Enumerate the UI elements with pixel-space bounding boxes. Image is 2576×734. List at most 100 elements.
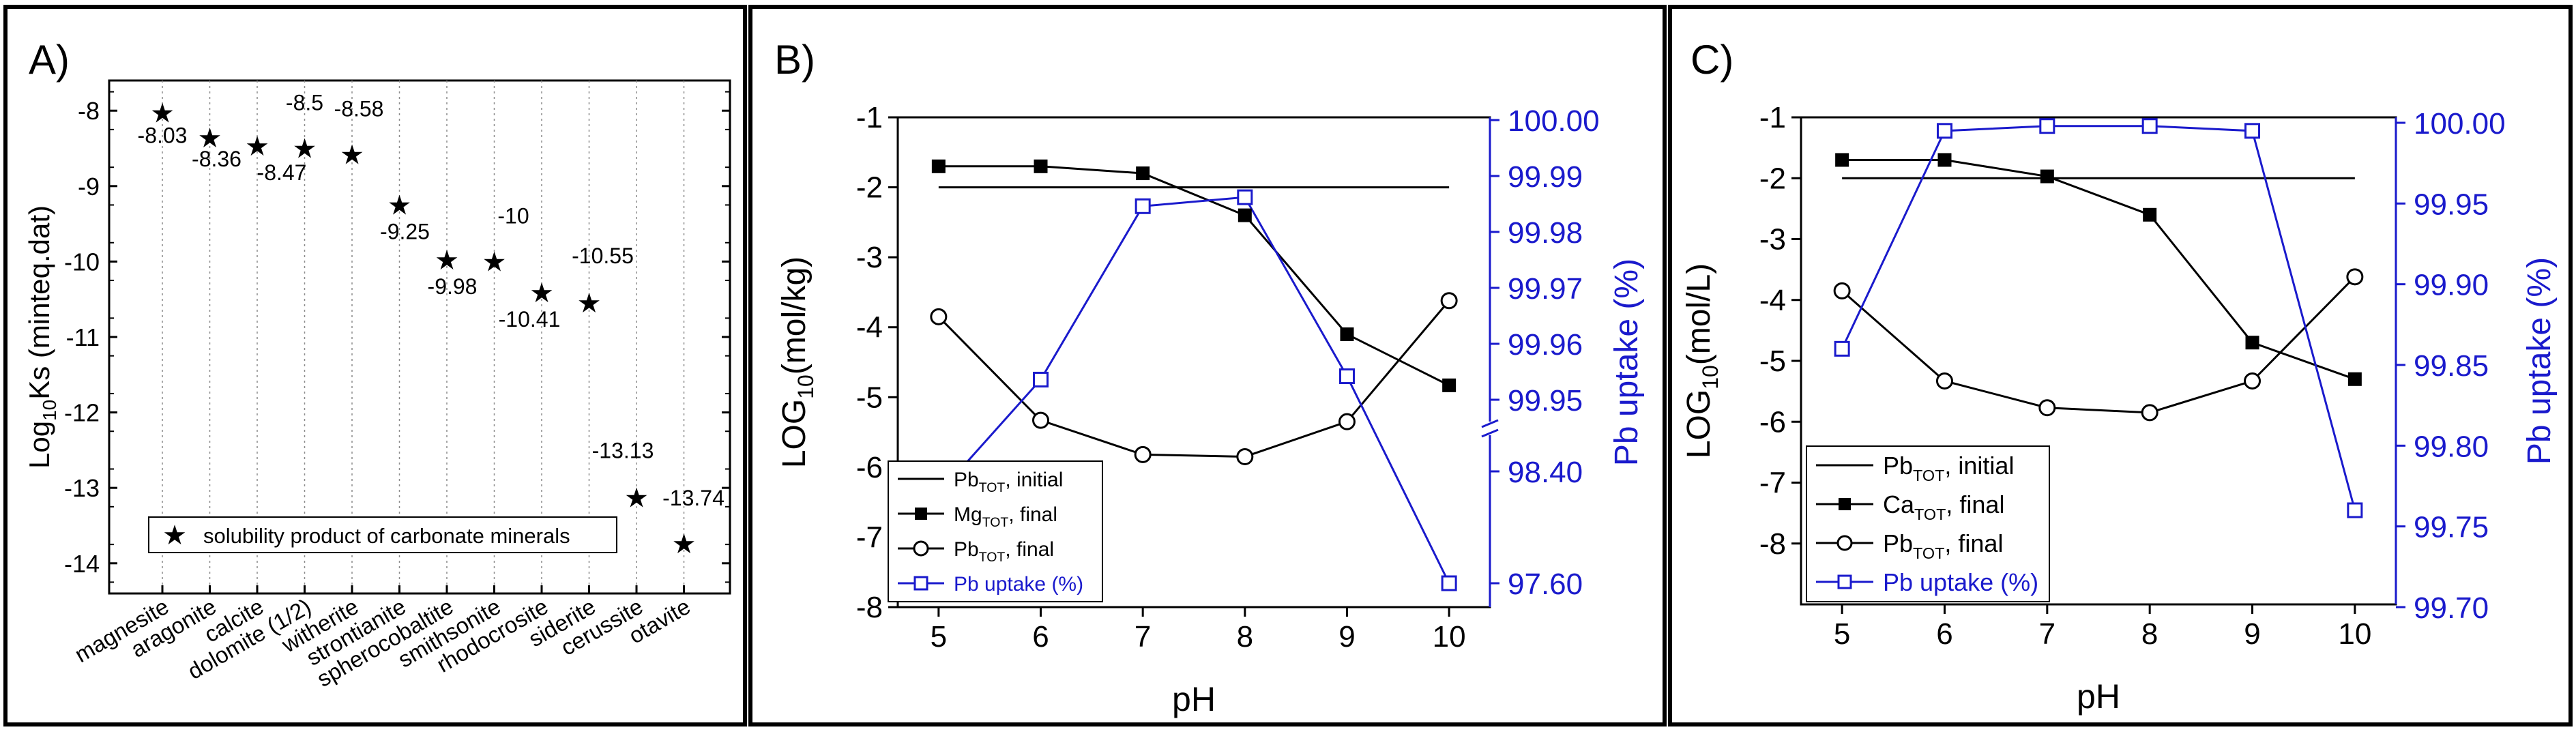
panel-b-uptake-square-marker	[1135, 198, 1151, 214]
panel-c-uptake-square-marker	[1834, 340, 1850, 357]
panel-a-point-1: ★	[150, 99, 175, 129]
panel-b-x-ticks: 5 6 7 8 9 10	[931, 607, 1466, 654]
panel-b-series-uptake-line	[937, 196, 1450, 584]
panel-c-final-square-marker	[1937, 153, 1952, 167]
panel-a-y-tick-label: -13	[64, 474, 100, 502]
panel-c-legend-rest: , final	[1944, 529, 2003, 557]
panel-b-pb-final-circle-marker	[1236, 447, 1254, 465]
panel-b-final-square-marker	[1442, 378, 1457, 392]
panel-c-legend-entry: PbTOT, initial	[1883, 452, 2014, 484]
panel-a-label: A)	[29, 37, 70, 83]
panel-c-final-square-marker	[1835, 153, 1849, 167]
panel-c-legend-name: Pb	[1883, 452, 1913, 480]
panel-c-series-1-line	[1842, 158, 2356, 381]
panel-c-pb-final-circle-marker	[2141, 404, 2158, 422]
panel-c-final-square-marker	[2245, 336, 2259, 350]
panel-b-x-tick-label: 9	[1338, 620, 1355, 654]
panel-b-legend-entry: MgTOT, final	[954, 503, 1057, 530]
panel-a-point-5: ★	[340, 140, 364, 170]
panel-a-point-6: ★	[387, 190, 412, 220]
panel-b-legend-open-square	[913, 576, 928, 591]
panel-c-ylabel-main: LOG	[1681, 390, 1717, 458]
panel-a-point-12: ★	[672, 529, 697, 559]
panel-a-point-label: -8.58	[334, 96, 384, 121]
panel-c-y2-ticks: 100.00 99.95 99.90 99.85 99.80 99.75 99.70	[2396, 107, 2506, 625]
panel-b-legend-name: Pb	[954, 469, 979, 491]
panel-b-legend-sub: TOT	[979, 550, 1006, 565]
panel-b-y-tick-label: -2	[856, 171, 883, 205]
panel-b-legend-rest: , final	[1005, 538, 1054, 561]
panel-b-y-tick-label: -7	[856, 520, 883, 554]
panel-c-legend-sub: TOT	[1913, 467, 1944, 484]
panel-a-y-tick-label: -11	[66, 323, 100, 351]
panel-c-y2-tick-label: 99.90	[2414, 269, 2489, 302]
panel-a-legend: ★ solubility product of carbonate minera…	[148, 516, 617, 553]
panel-c-y-tick-label: -4	[1759, 284, 1786, 317]
panel-a-point-label: -8.03	[138, 123, 188, 148]
panel-c-x-tick-label: 9	[2244, 617, 2260, 651]
panel-b-final-square-marker	[1136, 166, 1150, 181]
panel-b-uptake-square-marker	[1338, 368, 1355, 385]
panel-c-legend-open-square	[1837, 574, 1852, 589]
panel-b-series-2-line	[937, 299, 1450, 458]
panel-a-point-label: -13.13	[592, 439, 654, 463]
panel-b-label: B)	[774, 37, 815, 83]
panel-b-axis-break-mark-1	[1481, 419, 1499, 428]
panel-b-y-tick-label: -1	[856, 101, 883, 134]
panel-b-legend-name: Mg	[954, 503, 982, 526]
panel-c-y2-tick-label: 99.75	[2414, 511, 2489, 544]
panel-b-y2-tick-label: 99.98	[1508, 216, 1583, 250]
panel-b-y2-tick-label: 100.00	[1508, 104, 1600, 138]
panel-c-y2-tick-label: 99.80	[2414, 430, 2489, 463]
panel-c-legend-rest: , final	[1946, 490, 2004, 518]
panel-a-y-tick-label: -10	[64, 248, 100, 276]
panel-c-label: C)	[1690, 37, 1733, 83]
panel-c-x-tick-label: 5	[1834, 617, 1850, 651]
panel-b-y2-tick-label: 99.96	[1508, 328, 1583, 362]
panel-b-x-tick-label: 6	[1032, 620, 1049, 654]
panel-c-uptake-square-marker	[1936, 123, 1952, 139]
panel-b-legend-circle	[913, 540, 929, 557]
panel-c-final-square-marker	[2143, 207, 2157, 222]
panel-b-y-axis-label: LOG10(mol/kg)	[776, 256, 818, 468]
panel-b-frame	[748, 5, 1667, 726]
panel-b-final-square-marker	[931, 159, 946, 173]
panel-b-x-tick-label: 8	[1237, 620, 1253, 654]
panel-a-legend-text: solubility product of carbonate minerals	[203, 524, 570, 548]
panel-b-legend-entry: PbTOT, final	[954, 538, 1054, 565]
panel-b-x-axis-label: pH	[1172, 680, 1216, 718]
panel-a-point-label: -8.5	[286, 91, 323, 115]
panel-a-point-label: -8.47	[257, 160, 307, 185]
panel-c-y-axis-label: LOG10(mol/L)	[1681, 263, 1723, 458]
panel-c-uptake-square-marker	[2039, 118, 2055, 134]
panel-a-y-tick-label: -12	[64, 399, 100, 427]
panel-a-point-3: ★	[245, 132, 269, 162]
panel-a-y-tick-label: -14	[64, 550, 100, 578]
panel-b-uptake-square-marker	[1237, 189, 1253, 205]
panel-c-y2-tick-label: 99.70	[2414, 591, 2489, 625]
panel-b-legend-sub: TOT	[982, 515, 1009, 530]
panel-c-legend-rest: , initial	[1944, 452, 2014, 480]
panel-a-frame	[3, 5, 747, 726]
panel-b-legend-entry: Pb uptake (%)	[954, 573, 1083, 596]
panel-b-series-1-line	[938, 165, 1450, 387]
panel-c-final-square-marker	[2040, 169, 2054, 184]
panel-a-point-11: ★	[624, 484, 649, 514]
panel-a-legend-box	[148, 516, 617, 553]
panel-b-pb-final-circle-marker	[930, 308, 948, 325]
panel-c-x-axis-label: pH	[2077, 677, 2120, 716]
panel-c-series	[1833, 118, 2364, 518]
panel-b-ylabel-sub: 10	[793, 375, 818, 399]
panel-b-legend-name: Pb uptake (%)	[954, 573, 1083, 596]
panel-a-point-4: ★	[293, 134, 317, 164]
panel-c-y-ticks: -1 -2 -3 -4 -5 -6 -7 -8	[1759, 101, 1801, 561]
panel-c-y-tick-label: -3	[1759, 223, 1786, 256]
panel-c-pb-final-circle-marker	[2038, 399, 2056, 417]
panel-b-axis-break-mark-2	[1481, 428, 1499, 438]
panel-b-x-tick-label: 10	[1433, 620, 1466, 654]
panel-a-points: ★ ★ ★ ★ ★ ★ ★ ★ ★ ★ ★ ★	[150, 99, 696, 559]
panel-c-y-tick-label: -6	[1759, 405, 1786, 439]
panel-a-point-label: -10	[497, 203, 529, 228]
panel-b-final-square-marker	[1238, 208, 1252, 222]
panel-b-legend-name: Pb	[954, 538, 979, 561]
